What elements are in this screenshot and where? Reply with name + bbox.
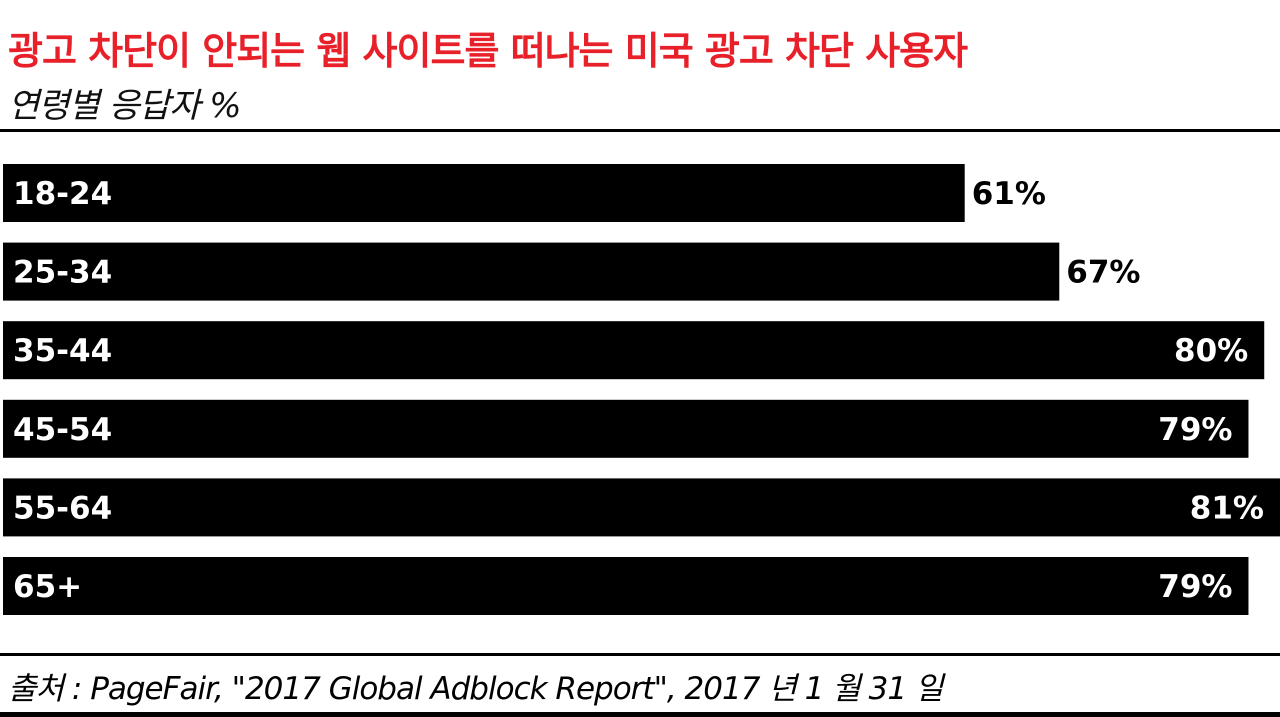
value-label: 79% xyxy=(1158,569,1232,605)
category-label: 18-24 xyxy=(13,176,112,212)
base-divider xyxy=(0,712,1280,717)
value-label: 67% xyxy=(1066,255,1140,291)
category-label: 45-54 xyxy=(13,412,112,448)
bottom-divider xyxy=(0,653,1280,656)
category-label: 35-44 xyxy=(13,333,112,369)
bar-35-44 xyxy=(3,321,1265,380)
bar-18-24 xyxy=(3,164,965,222)
bar-25-34 xyxy=(3,242,1060,301)
category-label: 55-64 xyxy=(13,490,112,526)
bar-45-54 xyxy=(3,399,1249,458)
value-label: 81% xyxy=(1190,490,1264,526)
value-label: 80% xyxy=(1174,333,1248,369)
bar-65+ xyxy=(3,557,1249,615)
source-note: 출처 : PageFair, "2017 Global Adblock Repo… xyxy=(8,671,943,707)
chart-subtitle: 연령별 응답자 % xyxy=(8,86,242,126)
bar-55-64 xyxy=(3,478,1280,537)
category-label: 65+ xyxy=(13,569,82,605)
top-divider xyxy=(0,129,1280,132)
chart-title: 광고 차단이 안되는 웹 사이트를 떠나는 미국 광고 차단 사용자 xyxy=(8,29,968,73)
category-label: 25-34 xyxy=(13,255,112,291)
value-label: 79% xyxy=(1158,412,1232,448)
bar-chart: 18-24 61% 25-34 67% 35-44 80% 45-54 79% 55-64 81%… xyxy=(3,164,1280,615)
value-label: 61% xyxy=(972,176,1046,212)
